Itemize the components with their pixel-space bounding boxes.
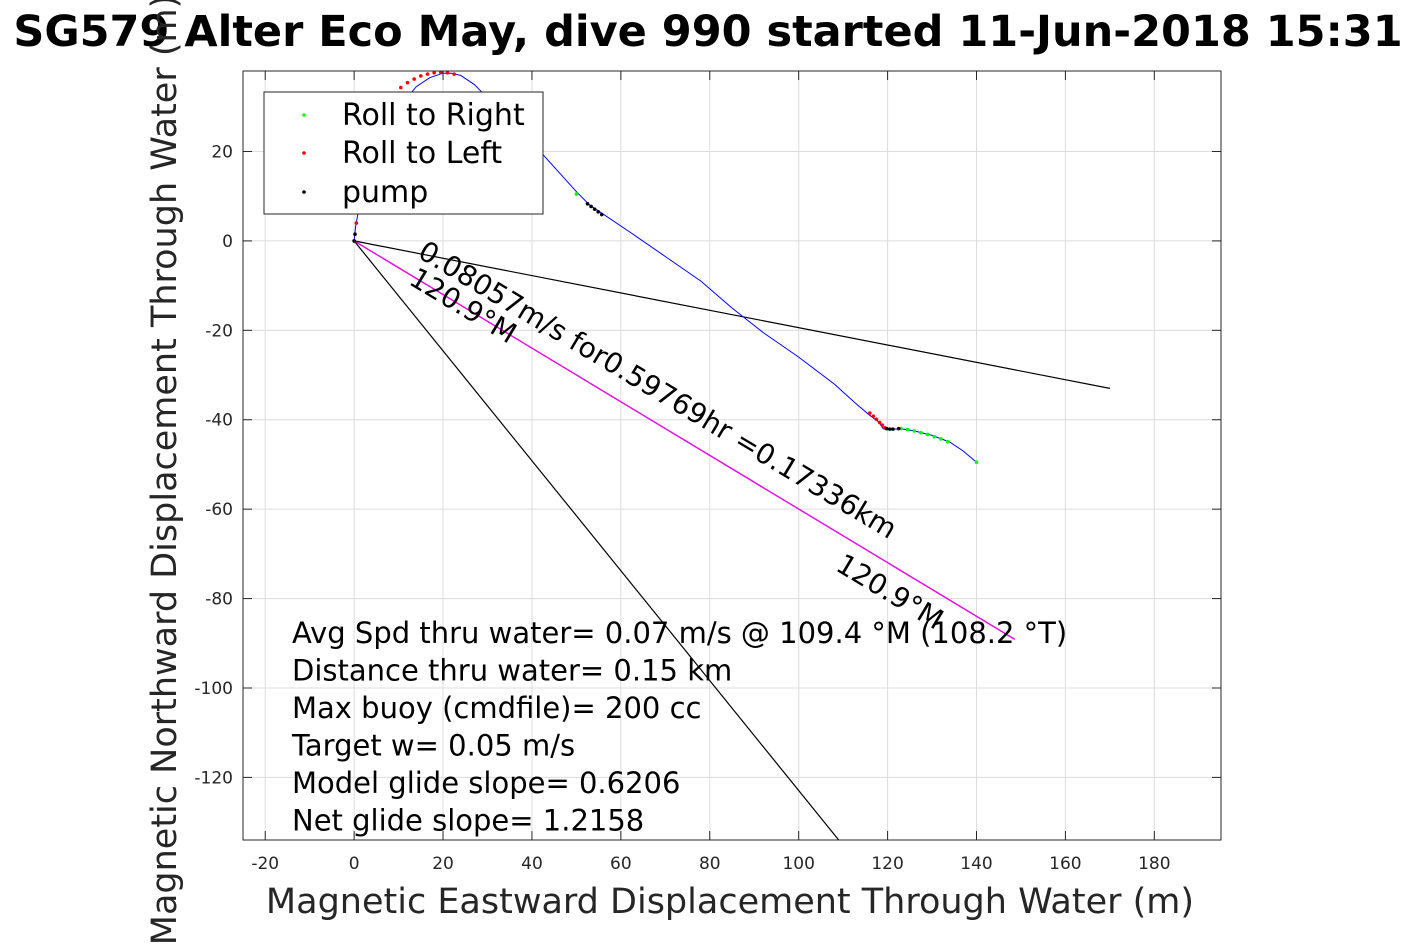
roll-right-point bbox=[905, 427, 910, 432]
roll-left-point bbox=[425, 72, 430, 76]
roll-right-point bbox=[974, 460, 979, 465]
roll-right-point bbox=[919, 430, 923, 435]
y-tick-label: -80 bbox=[205, 590, 233, 610]
legend-box bbox=[263, 91, 544, 215]
y-tick-label: -100 bbox=[194, 679, 233, 699]
legend-label-pump: pump bbox=[342, 175, 428, 210]
x-axis-ticks: -20 0 20 40 60 80 100 120 140 160 180 bbox=[251, 71, 1171, 874]
roll-right-point bbox=[939, 437, 943, 441]
x-tick-label: 140 bbox=[960, 854, 992, 874]
y-tick-label: 0 bbox=[222, 232, 233, 252]
roll-left-point bbox=[399, 85, 403, 90]
y-tick-label: -120 bbox=[194, 768, 233, 788]
y-axis-label: Magnetic Northward Displacement Through … bbox=[145, 0, 185, 945]
annotation-line: Distance thru water= 0.15 km bbox=[292, 654, 732, 688]
x-tick-label: 20 bbox=[432, 854, 454, 874]
x-tick-label: 80 bbox=[699, 854, 721, 874]
annotations: Avg Spd thru water= 0.07 m/s @ 109.4 °M … bbox=[291, 616, 1067, 838]
pump-point bbox=[888, 427, 892, 431]
x-tick-label: 180 bbox=[1138, 854, 1170, 874]
chart-title: SG579 Alter Eco May, dive 990 started 11… bbox=[13, 7, 1402, 57]
x-tick-label: 60 bbox=[610, 854, 632, 874]
x-tick-label: 40 bbox=[521, 854, 543, 874]
x-tick-label: 100 bbox=[782, 854, 814, 874]
pump-point bbox=[599, 212, 604, 217]
y-axis-ticks: -120 -100 -80 -60 -40 -20 0 20 bbox=[194, 142, 1221, 788]
pump-point bbox=[585, 201, 590, 206]
current-vector-line bbox=[353, 240, 1016, 640]
roll-left-point bbox=[874, 417, 879, 422]
roll-left-point bbox=[439, 71, 443, 75]
pump-point bbox=[592, 207, 597, 211]
y-tick-label: -40 bbox=[205, 411, 233, 431]
pump-point bbox=[891, 427, 895, 431]
annotation-line: Target w= 0.05 m/s bbox=[291, 729, 575, 763]
x-tick-label: -20 bbox=[251, 854, 279, 874]
pump-point bbox=[884, 426, 889, 431]
roll-right-point bbox=[932, 434, 937, 439]
annotation-line: Net glide slope= 1.2158 bbox=[292, 804, 644, 838]
annotation-line: Avg Spd thru water= 0.07 m/s @ 109.4 °M … bbox=[292, 616, 1067, 650]
x-tick-label: 160 bbox=[1049, 854, 1081, 874]
roll-left-point bbox=[405, 80, 410, 85]
roll-left-point bbox=[868, 411, 872, 415]
legend-label-roll-left: Roll to Left bbox=[342, 136, 502, 171]
roll-right-point bbox=[925, 432, 930, 437]
roll-right-point bbox=[912, 429, 917, 433]
legend-marker-roll-right bbox=[302, 113, 306, 117]
roll-left-point bbox=[452, 72, 456, 76]
plot-layer bbox=[352, 71, 1111, 840]
plot-frame bbox=[242, 70, 1222, 841]
y-tick-label: 20 bbox=[211, 142, 233, 162]
pump-point bbox=[352, 239, 356, 243]
roll-left-point bbox=[412, 77, 416, 81]
y-tick-label: -20 bbox=[205, 321, 233, 341]
roll-right-point bbox=[574, 192, 579, 196]
roll-left-point bbox=[445, 71, 450, 75]
pump-point bbox=[353, 232, 357, 236]
reference-line bbox=[353, 240, 840, 840]
pump-point bbox=[589, 204, 593, 209]
legend-label-roll-right: Roll to Right bbox=[342, 98, 525, 133]
roll-left-point bbox=[880, 423, 885, 427]
x-axis-label: Magnetic Eastward Displacement Through W… bbox=[266, 882, 1194, 922]
legend-marker-roll-left bbox=[302, 151, 306, 155]
roll-right-point bbox=[945, 439, 950, 444]
legend: Roll to Right Roll to Left pump bbox=[263, 91, 544, 215]
pump-point bbox=[596, 210, 600, 214]
x-tick-label: 0 bbox=[349, 854, 360, 874]
y-tick-label: -60 bbox=[205, 500, 233, 520]
legend-marker-pump bbox=[302, 190, 306, 194]
roll-left-point bbox=[871, 414, 876, 418]
reference-line bbox=[353, 240, 1111, 389]
roll-left-point bbox=[877, 420, 882, 425]
pump-point bbox=[896, 426, 901, 431]
annotation-line: Max buoy (cmdfile)= 200 cc bbox=[292, 691, 701, 725]
annotation-line: Model glide slope= 0.6206 bbox=[292, 766, 680, 800]
roll-left-point bbox=[354, 221, 359, 225]
roll-left-point bbox=[432, 71, 436, 75]
roll-left-point bbox=[419, 74, 423, 78]
x-tick-label: 120 bbox=[871, 854, 903, 874]
